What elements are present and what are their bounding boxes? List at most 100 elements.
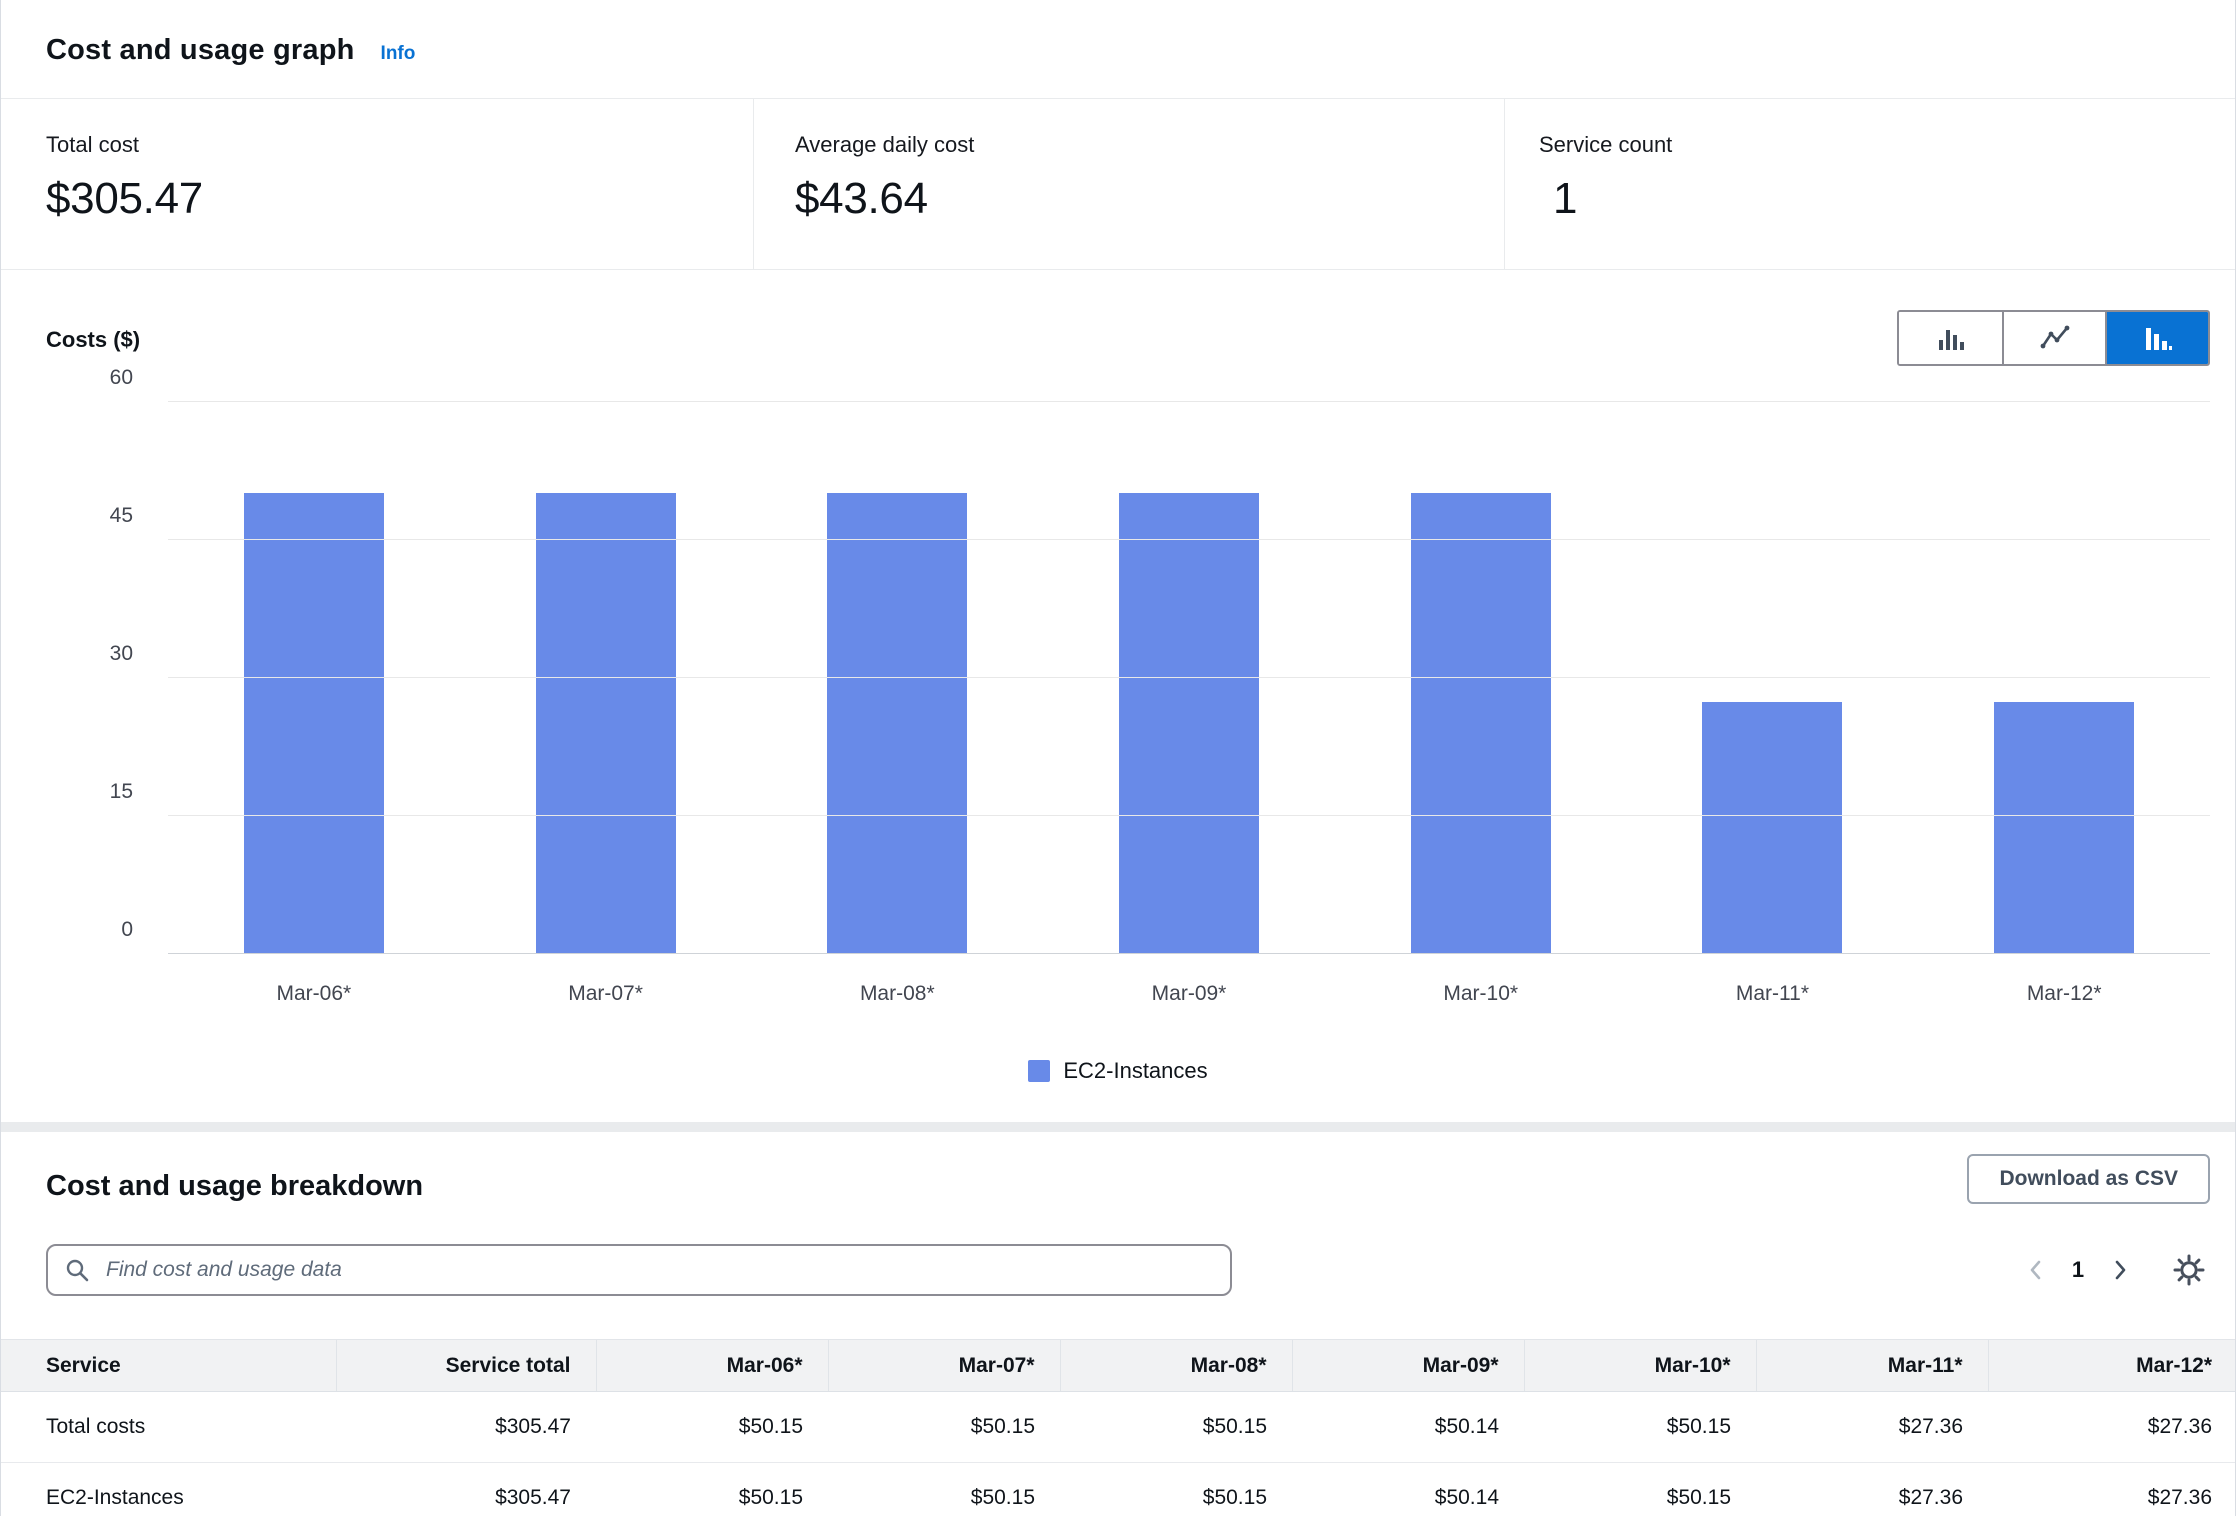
info-link[interactable]: Info: [380, 43, 416, 64]
column-header: Mar-10*: [1523, 1339, 1756, 1392]
gridline: [168, 401, 2210, 402]
legend-swatch: [1028, 1060, 1051, 1082]
pagination: 1: [2016, 1244, 2210, 1296]
x-axis-labels: Mar-06* Mar-07* Mar-08* Mar-09* Mar-10* Mar-1…: [168, 982, 2210, 1006]
stat-value: $305.47: [46, 174, 203, 223]
column-header: Mar-11*: [1755, 1339, 1988, 1392]
y-tick-label: 30: [109, 642, 133, 665]
cell: $50.15: [1524, 1462, 1756, 1516]
cell: $50.15: [596, 1462, 828, 1516]
cell: $50.14: [1292, 1391, 1524, 1463]
stat-service-count: Service count 1: [1504, 99, 2235, 269]
y-axis-title: Costs ($): [46, 327, 141, 352]
cell: $27.36: [1988, 1462, 2235, 1516]
y-tick-label: 0: [121, 918, 133, 941]
gridline: [168, 677, 2210, 678]
download-csv-button[interactable]: Download as CSV: [1967, 1154, 2210, 1204]
cell: $27.36: [1756, 1462, 1988, 1516]
y-tick-label: 45: [109, 504, 133, 527]
cell: $50.15: [596, 1391, 828, 1463]
bar-Mar-11*: [1702, 702, 1843, 954]
cell: $50.15: [828, 1462, 1060, 1516]
chart-type-toggle-group: [1897, 310, 2210, 366]
gridline: [168, 815, 2210, 816]
bar-chart-toggle-button[interactable]: [1899, 312, 2002, 364]
cell: $50.15: [1524, 1391, 1756, 1463]
x-axis-line: [168, 953, 2210, 954]
bar-Mar-09*: [1119, 492, 1260, 954]
grouped-bar-chart-icon: [1935, 322, 1967, 354]
cell: $27.36: [1756, 1391, 1988, 1463]
summary-stats: Total cost $305.47 Average daily cost $4…: [1, 99, 2235, 270]
bar-Mar-10*: [1410, 492, 1551, 954]
stat-label: Average daily cost: [795, 132, 975, 157]
legend-item-ec2-instances[interactable]: EC2-Instances: [1, 1058, 2235, 1084]
bar-Mar-06*: [243, 492, 384, 954]
section-divider: [1, 1122, 2235, 1132]
x-tick-label: Mar-06*: [276, 982, 352, 1005]
settings-button[interactable]: [2168, 1249, 2210, 1291]
stat-total-cost: Total cost $305.47: [1, 99, 753, 269]
stat-value: $43.64: [795, 174, 928, 223]
chevron-left-icon: [2025, 1258, 2049, 1282]
bar-slot: [1043, 402, 1335, 954]
column-header: Mar-06*: [595, 1339, 828, 1392]
cell: EC2-Instances: [1, 1462, 336, 1516]
cost-chart-card: Costs ($): [1, 270, 2235, 1122]
column-header: Service total: [335, 1339, 596, 1392]
x-tick-label: Mar-10*: [1443, 982, 1519, 1005]
column-header: Service: [1, 1339, 336, 1392]
legend-label: EC2-Instances: [1063, 1058, 1208, 1083]
bar-slot: [1335, 402, 1627, 954]
cell: Total costs: [1, 1391, 336, 1463]
bar-Mar-07*: [535, 492, 676, 954]
table-header-row: Service Service total Mar-06* Mar-07* Ma…: [1, 1339, 2235, 1392]
cell: $50.15: [1060, 1391, 1292, 1463]
bar-chart-plot-area: 0 15 30 45 60: [110, 366, 2210, 954]
stat-average-daily-cost: Average daily cost $43.64: [753, 99, 1504, 269]
y-tick-label: 15: [109, 780, 133, 803]
x-tick-label: Mar-07*: [568, 982, 643, 1005]
page-header: Cost and usage graph Info: [1, 0, 2235, 99]
cell: $50.15: [828, 1391, 1060, 1463]
page-title: Cost and usage graph: [46, 34, 355, 66]
cell: $305.47: [336, 1462, 596, 1516]
bar-slot: [1918, 402, 2210, 954]
stat-label: Service count: [1539, 132, 1673, 157]
bar-slot: [168, 402, 460, 954]
cost-breakdown-card: Cost and usage breakdown Download as CSV…: [1, 1132, 2235, 1516]
current-page-number[interactable]: 1: [2071, 1257, 2085, 1282]
bar-Mar-08*: [827, 492, 968, 954]
search-input[interactable]: [46, 1244, 1232, 1296]
x-tick-label: Mar-08*: [859, 982, 935, 1005]
previous-page-button[interactable]: [2016, 1249, 2058, 1291]
sorted-bar-chart-toggle-button[interactable]: [2105, 312, 2208, 364]
stat-label: Total cost: [46, 132, 139, 157]
x-tick-label: Mar-12*: [2026, 982, 2102, 1005]
cell: $27.36: [1988, 1391, 2235, 1463]
cell: $50.14: [1292, 1462, 1524, 1516]
bar-slot: [460, 402, 752, 954]
line-chart-toggle-button[interactable]: [2002, 312, 2105, 364]
stat-value: 1: [1553, 174, 1578, 223]
cost-breakdown-table: Service Service total Mar-06* Mar-07* Ma…: [1, 1339, 2235, 1516]
cell: $305.47: [336, 1391, 596, 1463]
chevron-right-icon: [2107, 1258, 2131, 1282]
search-field: [46, 1244, 1232, 1296]
bar-slot: [751, 402, 1043, 954]
table-row-ec2-instances: EC2-Instances $305.47 $50.15 $50.15 $50.…: [1, 1462, 2235, 1516]
bar-Mar-12*: [1994, 702, 2135, 954]
breakdown-title: Cost and usage breakdown: [46, 1170, 424, 1202]
line-chart-icon: [2039, 322, 2071, 354]
x-tick-label: Mar-11*: [1735, 982, 1810, 1005]
column-header: Mar-07*: [827, 1339, 1060, 1392]
sorted-bar-chart-icon: [2142, 322, 2174, 354]
gridline: [168, 539, 2210, 540]
gear-icon: [2172, 1253, 2206, 1287]
y-tick-label: 60: [109, 366, 133, 389]
cell: $50.15: [1060, 1462, 1292, 1516]
x-tick-label: Mar-09*: [1151, 982, 1227, 1005]
next-page-button[interactable]: [2098, 1249, 2140, 1291]
column-header: Mar-12*: [1987, 1339, 2235, 1392]
